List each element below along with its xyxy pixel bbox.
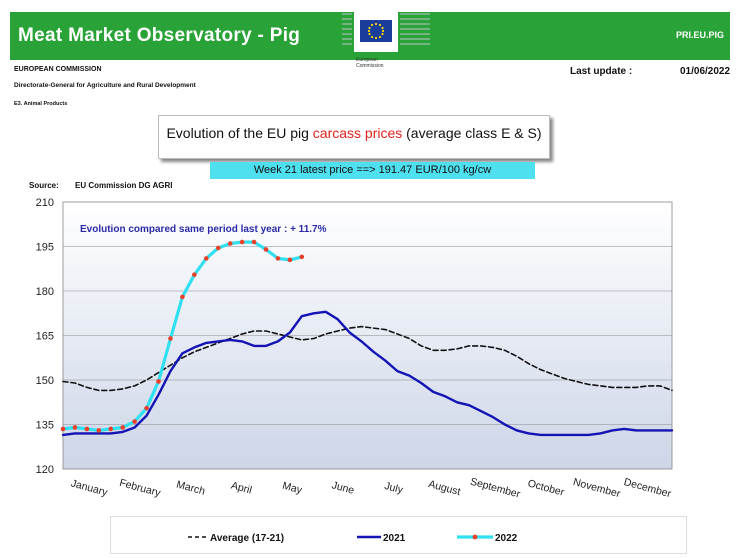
chart-title-highlight: carcass prices	[312, 125, 403, 141]
source-value: EU Commission DG AGRI	[75, 181, 173, 190]
data-point	[168, 336, 173, 341]
data-point	[275, 256, 281, 261]
dg-name: Directorate-General for Agriculture and …	[14, 82, 196, 89]
series-line-1	[62, 325, 673, 392]
y-tick-label: 210	[36, 197, 54, 209]
eu-commission-logo	[342, 10, 430, 52]
y-tick-label: 135	[36, 420, 54, 432]
latest-price-banner: Week 21 latest price ==> 191.47 EUR/100 …	[210, 162, 535, 179]
x-tick-label: July	[383, 480, 405, 497]
data-point	[263, 247, 269, 252]
last-update-value: 01/06/2022	[680, 66, 731, 77]
data-point	[215, 245, 221, 251]
data-point	[287, 257, 293, 263]
data-point	[239, 239, 245, 245]
data-point	[132, 419, 137, 424]
data-point	[156, 379, 161, 384]
chart-title-suffix: (average class E & S)	[402, 125, 542, 141]
org-name: EUROPEAN COMMISSION	[14, 66, 102, 73]
y-tick-label: 195	[36, 242, 54, 254]
x-tick-label: January	[70, 477, 110, 498]
x-tick-label: September	[469, 476, 522, 501]
y-tick-label: 165	[36, 331, 54, 343]
last-update-label: Last update :	[570, 66, 633, 77]
price-chart: 120 135 150 165 180 195 210 January February Mar…	[36, 197, 674, 544]
y-tick-label: 120	[36, 464, 54, 476]
chart-title-box: Evolution of the EU pig carcass prices (…	[158, 115, 550, 159]
data-point	[299, 254, 305, 260]
data-point	[108, 426, 114, 432]
page-title: Meat Market Observatory - Pig	[18, 25, 301, 46]
x-tick-label: August	[427, 478, 462, 498]
data-point	[251, 239, 257, 245]
legend-label: 2022	[495, 533, 518, 544]
chart-title: Evolution of the EU pig carcass prices (…	[159, 125, 549, 141]
source-label: Source:	[29, 181, 59, 190]
legend-label: Average (17-21)	[210, 533, 284, 544]
x-tick-label: April	[230, 480, 253, 497]
x-tick-label: November	[572, 476, 622, 500]
data-point	[203, 256, 209, 261]
data-point	[227, 241, 233, 246]
x-tick-label: June	[330, 479, 355, 497]
series-line-2	[61, 310, 674, 437]
x-tick-label: December	[622, 476, 672, 500]
data-point	[60, 426, 66, 432]
legend-marker	[472, 534, 478, 540]
data-point	[144, 405, 149, 411]
unit-name: E3. Animal Products	[14, 101, 68, 107]
data-point	[72, 425, 78, 430]
data-point	[120, 425, 126, 430]
chart-annotation: Evolution compared same period last year…	[80, 224, 327, 235]
data-point	[84, 426, 90, 432]
x-tick-label: May	[281, 480, 304, 497]
data-point	[180, 294, 185, 300]
chart-title-prefix: Evolution of the EU pig	[166, 125, 313, 141]
latest-price-text: Week 21 latest price ==> 191.47 EUR/100 …	[253, 164, 492, 176]
data-point	[192, 272, 197, 277]
legend-label: 2021	[383, 533, 406, 544]
logo-caption: European Commission	[356, 57, 384, 69]
source-line: Source: EU Commission DG AGRI	[29, 181, 173, 190]
report-code: PRI.EU.PIG	[675, 30, 724, 40]
y-tick-label: 150	[36, 375, 54, 387]
x-tick-label: October	[526, 477, 566, 498]
y-tick-label: 180	[36, 286, 54, 298]
x-tick-label: March	[175, 479, 206, 498]
legend-box	[110, 516, 687, 554]
x-tick-label: February	[118, 477, 162, 500]
data-point	[96, 428, 102, 433]
